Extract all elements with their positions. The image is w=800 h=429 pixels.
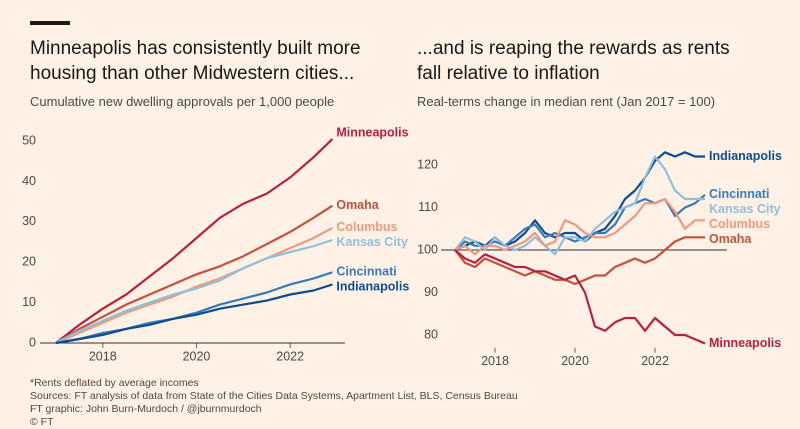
y-tick-label: 120 bbox=[417, 157, 438, 171]
legend-label: Cincinnati bbox=[336, 265, 396, 279]
x-tick-label: 2022 bbox=[276, 349, 304, 363]
line bbox=[55, 283, 333, 345]
legend-label: Columbus bbox=[336, 220, 397, 234]
x-tick-label: 2020 bbox=[183, 349, 211, 363]
line bbox=[55, 204, 333, 344]
legend-label: Minneapolis bbox=[709, 336, 781, 350]
line bbox=[454, 155, 705, 256]
y-tick-label: 90 bbox=[424, 285, 438, 299]
legend-label: Omaha bbox=[709, 232, 752, 246]
y-tick-label: 10 bbox=[22, 295, 36, 309]
x-tick-label: 2020 bbox=[561, 354, 589, 368]
y-tick-label: 80 bbox=[424, 327, 438, 341]
line bbox=[55, 238, 333, 344]
footnote: *Rents deflated by average incomes bbox=[30, 377, 199, 389]
footnote: FT graphic: John Burn-Murdoch / @jburnmu… bbox=[30, 403, 262, 415]
y-tick-label: 20 bbox=[22, 255, 36, 269]
line bbox=[454, 236, 705, 286]
legend-label: Kansas City bbox=[709, 202, 781, 216]
legend-label: Indianapolis bbox=[336, 280, 409, 294]
y-tick-label: 110 bbox=[418, 200, 438, 214]
line bbox=[454, 249, 706, 345]
legend-label: Columbus bbox=[709, 217, 770, 231]
footnote: © FT bbox=[30, 416, 54, 428]
brand-bar bbox=[30, 21, 70, 25]
legend-label: Omaha bbox=[336, 198, 379, 212]
y-tick-label: 50 bbox=[22, 133, 36, 147]
chart-title: Minneapolis has consistently built more … bbox=[30, 38, 361, 84]
footnote: Sources: FT analysis of data from State … bbox=[30, 390, 518, 402]
line bbox=[55, 271, 333, 345]
y-tick-label: 100 bbox=[417, 242, 438, 256]
y-tick-label: 30 bbox=[22, 214, 36, 228]
x-tick-label: 2018 bbox=[89, 349, 117, 363]
x-tick-label: 2022 bbox=[641, 354, 669, 368]
chart-title: ...and is reaping the rewards as rents f… bbox=[417, 38, 730, 84]
chart-subtitle: Cumulative new dwelling approvals per 1,… bbox=[30, 94, 335, 109]
line bbox=[454, 197, 705, 256]
legend-label: Kansas City bbox=[336, 235, 408, 249]
line bbox=[55, 138, 334, 344]
legend-label: Cincinnati bbox=[709, 187, 769, 201]
y-tick-label: 0 bbox=[29, 335, 36, 349]
legend-label: Indianapolis bbox=[709, 149, 782, 163]
chart-subtitle: Real-terms change in median rent (Jan 20… bbox=[417, 94, 716, 109]
x-tick-label: 2018 bbox=[481, 354, 509, 368]
y-tick-label: 40 bbox=[22, 174, 36, 188]
legend-label: Minneapolis bbox=[336, 125, 408, 139]
line bbox=[55, 226, 333, 345]
